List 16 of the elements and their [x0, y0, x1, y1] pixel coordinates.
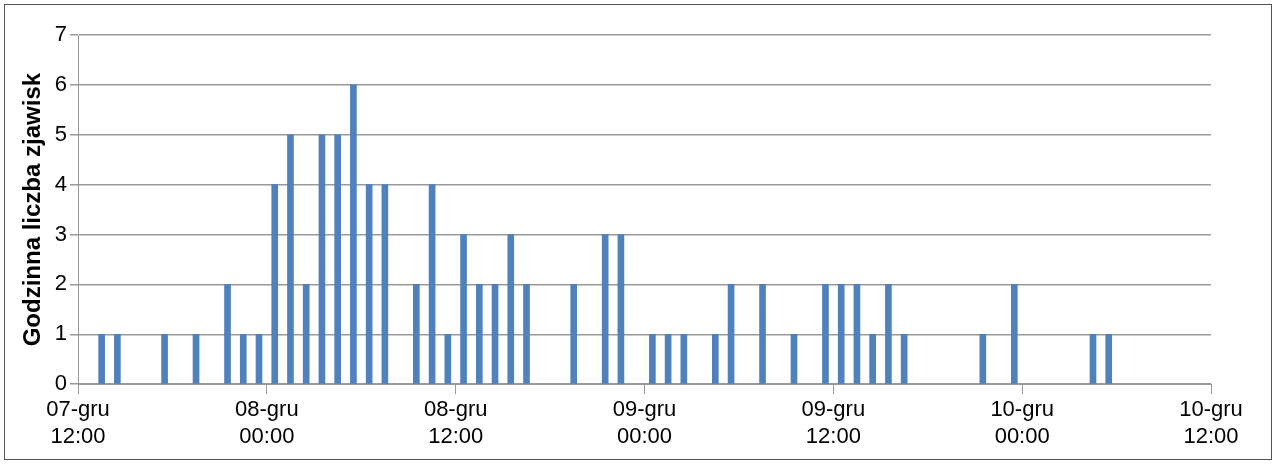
- y-tick-label: 6: [54, 70, 68, 96]
- x-tick-label: 10-gru 12:00: [1179, 396, 1243, 448]
- y-tick-label: 2: [54, 270, 68, 296]
- y-tick-label: 4: [54, 170, 68, 196]
- y-axis-title: Godzinna liczba zjawisk: [18, 72, 46, 347]
- x-tick-label: 10-gru 00:00: [990, 396, 1054, 448]
- y-tick-label: 1: [54, 320, 68, 346]
- x-tick-label: 08-gru 12:00: [423, 396, 488, 448]
- x-tick-label: 08-gru 00:00: [235, 396, 299, 448]
- y-tick-label: 3: [54, 220, 68, 246]
- y-tick-label: 5: [54, 120, 68, 146]
- x-tick-label: 09-gru 00:00: [612, 396, 677, 448]
- x-tick-label: 09-gru 12:00: [801, 396, 866, 448]
- y-tick-label: 7: [54, 21, 68, 47]
- y-tick-label: 0: [54, 370, 68, 396]
- x-tick-label: 07-gru 12:00: [46, 396, 110, 448]
